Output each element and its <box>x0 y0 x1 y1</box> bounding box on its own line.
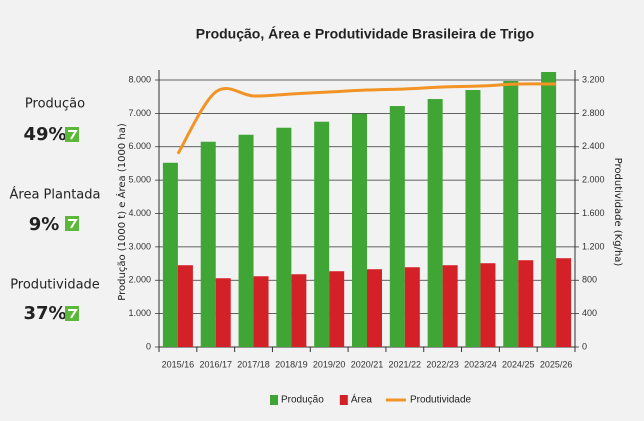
kpi-value: 37% <box>23 303 66 324</box>
x-tick-label: 2021/22 <box>389 359 422 369</box>
legend-label: Produtividade <box>410 395 472 406</box>
y-tick-label: 8.000 <box>128 74 151 84</box>
y-tick-label: 0 <box>146 341 151 351</box>
y-tick-label: 1.000 <box>128 308 151 318</box>
bar <box>291 274 307 347</box>
bar <box>556 258 572 347</box>
x-tick-label: 2017/18 <box>237 359 270 369</box>
y2-tick-label: 400 <box>582 308 597 318</box>
y2-tick-label: 0 <box>582 341 587 351</box>
x-tick-label: 2023/24 <box>464 359 497 369</box>
bar <box>238 134 254 347</box>
bar <box>177 265 193 347</box>
x-tick-label: 2024/25 <box>502 359 535 369</box>
y-tick-label: 6.000 <box>128 141 151 151</box>
legend-label: Área <box>351 393 373 406</box>
kpi-label: Área Plantada <box>10 187 101 203</box>
bar <box>389 106 405 348</box>
y2-tick-label: 3.200 <box>582 74 605 84</box>
legend-label: Produção <box>281 395 324 406</box>
x-tick-label: 2016/17 <box>199 359 232 369</box>
bar <box>427 99 443 347</box>
bar <box>200 141 216 347</box>
kpi-label: Produção <box>25 97 85 112</box>
bar <box>162 162 178 347</box>
bar <box>215 278 231 347</box>
bar <box>404 267 420 347</box>
kpi-label: Produtividade <box>10 278 100 293</box>
y-tick-label: 3.000 <box>128 241 151 251</box>
bar <box>352 113 367 348</box>
y-tick-label: 2.000 <box>128 275 151 285</box>
legend-swatch <box>339 395 348 405</box>
bar <box>329 271 345 347</box>
y2-tick-label: 800 <box>582 275 597 285</box>
bar <box>503 81 519 348</box>
y2-tick-label: 2.000 <box>582 175 605 185</box>
x-tick-label: 2018/19 <box>275 359 308 369</box>
bar <box>253 276 269 347</box>
line <box>176 82 557 155</box>
bar <box>276 127 292 347</box>
bar <box>541 72 557 347</box>
bar <box>480 263 496 347</box>
kpi-value: 9% <box>29 214 60 235</box>
kpi-icon <box>65 127 79 321</box>
chart-title: Produção, Área e Produtividade Brasileir… <box>196 26 534 42</box>
y-axis-label: Produção (1000 t) e Área (1000 ha) <box>115 123 128 301</box>
bar <box>442 265 458 347</box>
y2-tick-label: 1.200 <box>582 241 605 251</box>
bar <box>465 90 481 347</box>
legend-swatch <box>270 395 278 405</box>
y-tick-label: 7.000 <box>128 108 151 118</box>
y2-tick-label: 2.800 <box>582 108 605 118</box>
x-tick-label: 2025/26 <box>540 359 573 369</box>
x-tick-label: 2015/16 <box>162 359 195 369</box>
y-tick-label: 5.000 <box>128 175 151 185</box>
x-tick-label: 2020/21 <box>351 359 384 369</box>
bar <box>518 260 534 347</box>
kpi-value: 49% <box>23 124 66 145</box>
bar <box>314 121 330 347</box>
x-tick-label: 2022/23 <box>426 359 459 369</box>
y2-tick-label: 1.600 <box>582 208 605 218</box>
y2-axis-label: Produtividade (Kg/ha) <box>612 158 623 267</box>
bar <box>367 269 382 347</box>
y2-tick-label: 2.400 <box>582 141 605 151</box>
x-tick-label: 2019/20 <box>313 359 346 369</box>
y-tick-label: 4.000 <box>128 208 151 218</box>
